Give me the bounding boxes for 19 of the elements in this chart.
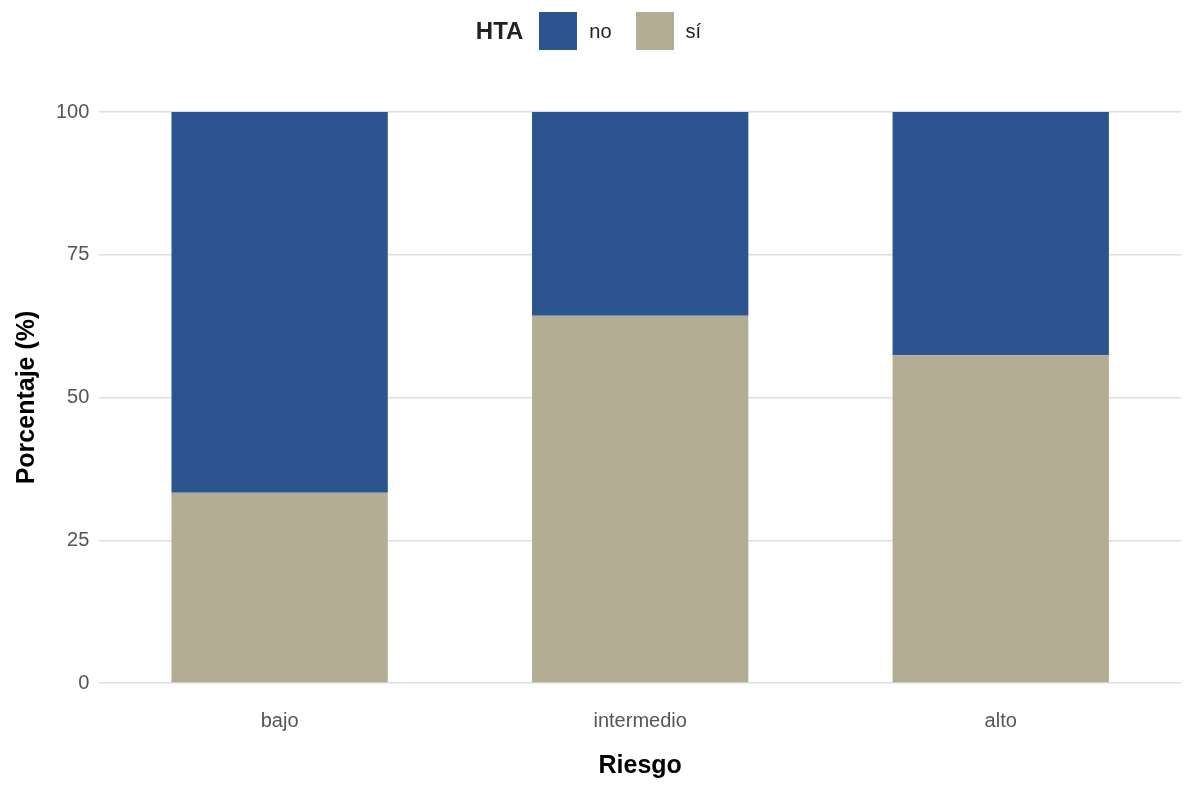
y-tick-label: 0 <box>78 670 90 693</box>
x-tick-label: bajo <box>260 708 299 731</box>
legend-label: no <box>589 19 612 43</box>
bar <box>532 315 749 683</box>
y-tick-label: 25 <box>67 527 90 550</box>
x-axis-title: Riesgo <box>598 749 682 778</box>
legend-title: HTA <box>475 17 524 45</box>
bar <box>892 355 1109 683</box>
y-tick-label: 75 <box>67 242 90 265</box>
y-tick-label: 100 <box>55 99 90 122</box>
y-axis-title: Porcentaje (%) <box>10 310 39 485</box>
x-tick-label: intermedio <box>593 708 687 731</box>
bar <box>171 112 388 493</box>
bar <box>171 492 388 683</box>
legend-label: sí <box>685 19 702 43</box>
bar <box>892 112 1109 356</box>
bar <box>532 112 749 316</box>
x-tick-label: alto <box>984 708 1017 731</box>
y-tick-label: 50 <box>67 385 90 408</box>
